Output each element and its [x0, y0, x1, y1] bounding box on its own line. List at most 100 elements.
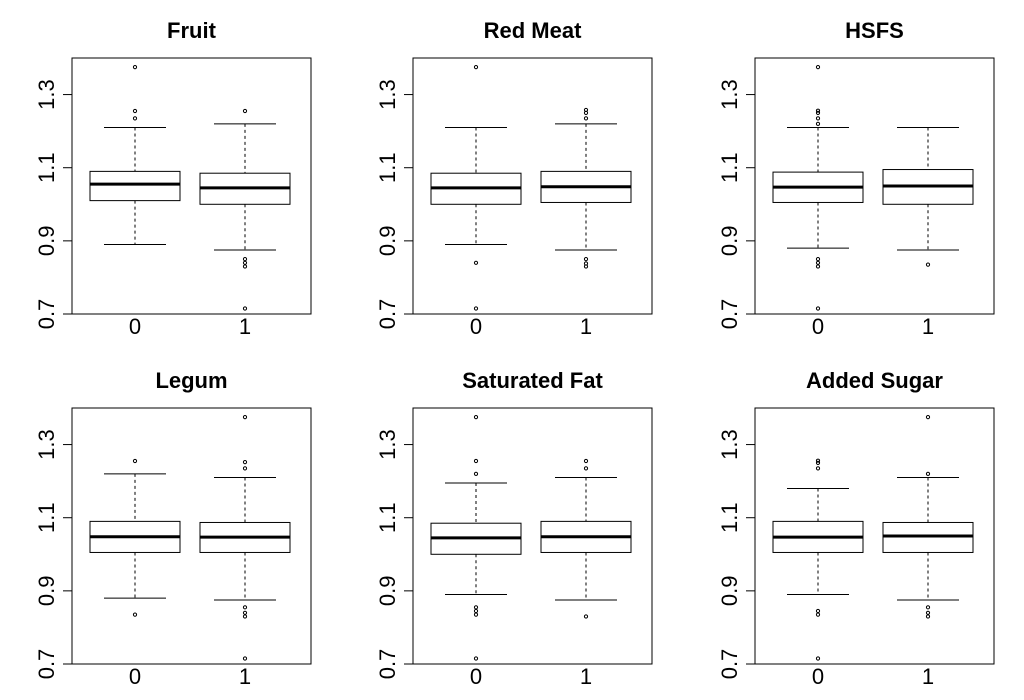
x-tick-label: 1: [922, 314, 934, 339]
y-tick-label: 1.3: [34, 79, 59, 110]
y-tick-label: 1.3: [375, 429, 400, 460]
outlier-point: [242, 264, 248, 269]
plot-frame: [71, 407, 312, 665]
plot-frame: [71, 57, 312, 315]
outlier-point: [925, 610, 931, 615]
outlier-point: [815, 65, 821, 70]
x-tick-label: 1: [239, 664, 251, 689]
y-tick-label: 0.9: [375, 576, 400, 607]
boxplot-panel: Red Meat 0.7 0.9 1.1 1.3 0 1: [375, 18, 653, 339]
panel-title: Saturated Fat: [462, 368, 603, 393]
x-tick-label: 1: [580, 314, 592, 339]
outlier-point: [132, 458, 138, 464]
y-tick-label: 0.7: [34, 649, 59, 680]
outlier-point: [815, 110, 821, 115]
y-tick-label: 0.7: [717, 649, 742, 680]
y-tick-label: 1.1: [375, 502, 400, 533]
y-tick-label: 1.1: [375, 152, 400, 183]
x-tick-label: 1: [922, 664, 934, 689]
boxplot-panel: HSFS 0.7 0.9 1.1 1.3 0 1: [717, 18, 995, 339]
box-group: [199, 415, 291, 661]
y-tick-label: 1.3: [717, 429, 742, 460]
outlier-point: [473, 608, 479, 614]
outlier-point: [583, 466, 589, 471]
outlier-point: [473, 306, 479, 311]
outlier-point: [473, 605, 479, 610]
y-tick-label: 1.3: [717, 79, 742, 110]
outlier-point: [815, 458, 821, 463]
outlier-point: [925, 415, 931, 420]
outlier-point: [473, 415, 479, 420]
x-tick-label: 1: [239, 314, 251, 339]
box-group: [199, 108, 291, 311]
outlier-point: [815, 656, 821, 661]
boxplot-panel: Added Sugar 0.7 0.9 1.1 1.3 0 1: [717, 368, 995, 689]
y-tick-label: 1.1: [717, 502, 742, 533]
outlier-point: [473, 471, 479, 476]
outlier-point: [583, 107, 589, 113]
outlier-point: [242, 610, 248, 615]
x-tick-label: 0: [470, 664, 482, 689]
outlier-point: [815, 116, 821, 121]
outlier-point: [473, 458, 479, 464]
iqr-box: [89, 170, 181, 202]
outlier-point: [242, 257, 248, 262]
x-tick-label: 0: [470, 314, 482, 339]
box-group: [540, 107, 632, 269]
outlier-point: [583, 614, 589, 619]
outlier-point: [242, 260, 248, 265]
outlier-point: [925, 605, 931, 610]
outlier-point: [242, 306, 248, 311]
outlier-point: [925, 262, 931, 267]
box-group: [772, 458, 864, 661]
box-group: [772, 65, 864, 311]
outlier-point: [815, 306, 821, 311]
outlier-point: [815, 608, 821, 614]
y-tick-label: 0.7: [34, 299, 59, 330]
outlier-point: [815, 460, 821, 465]
outlier-point: [815, 264, 821, 269]
x-tick-label: 1: [580, 664, 592, 689]
plot-frame: [412, 407, 653, 665]
outlier-point: [583, 116, 589, 121]
panel-title: HSFS: [845, 18, 904, 43]
outlier-point: [925, 614, 931, 619]
box-group: [89, 65, 181, 246]
y-tick-label: 0.9: [375, 226, 400, 257]
boxplot-panel: Legum 0.7 0.9 1.1 1.3 0 1: [34, 368, 312, 689]
y-tick-label: 1.3: [34, 429, 59, 460]
outlier-point: [242, 466, 248, 471]
outlier-point: [242, 415, 248, 420]
plot-frame: [412, 57, 653, 315]
outlier-point: [473, 260, 479, 265]
outlier-point: [815, 612, 821, 617]
y-tick-label: 1.1: [717, 152, 742, 183]
plot-frame: [754, 407, 995, 665]
outlier-point: [473, 65, 479, 70]
outlier-point: [132, 108, 138, 114]
plot-frame: [754, 57, 995, 315]
y-tick-label: 1.1: [34, 152, 59, 183]
outlier-point: [473, 656, 479, 661]
box-group: [882, 126, 974, 267]
panel-title: Red Meat: [484, 18, 582, 43]
x-tick-label: 0: [129, 314, 141, 339]
boxplot-panel: Saturated Fat 0.7 0.9 1.1 1.3 0 1: [375, 368, 653, 689]
y-tick-label: 0.9: [34, 226, 59, 257]
outlier-point: [242, 108, 248, 114]
outlier-point: [132, 65, 138, 70]
outlier-point: [242, 614, 248, 619]
y-tick-label: 1.1: [34, 502, 59, 533]
x-tick-label: 0: [129, 664, 141, 689]
outlier-point: [242, 656, 248, 661]
y-tick-label: 0.9: [717, 576, 742, 607]
box-group: [430, 65, 522, 311]
panel-title: Fruit: [167, 18, 217, 43]
outlier-point: [132, 612, 138, 617]
outlier-point: [583, 257, 589, 262]
y-tick-label: 0.7: [375, 299, 400, 330]
outlier-point: [815, 466, 821, 471]
outlier-point: [815, 121, 821, 126]
y-tick-label: 1.3: [375, 79, 400, 110]
